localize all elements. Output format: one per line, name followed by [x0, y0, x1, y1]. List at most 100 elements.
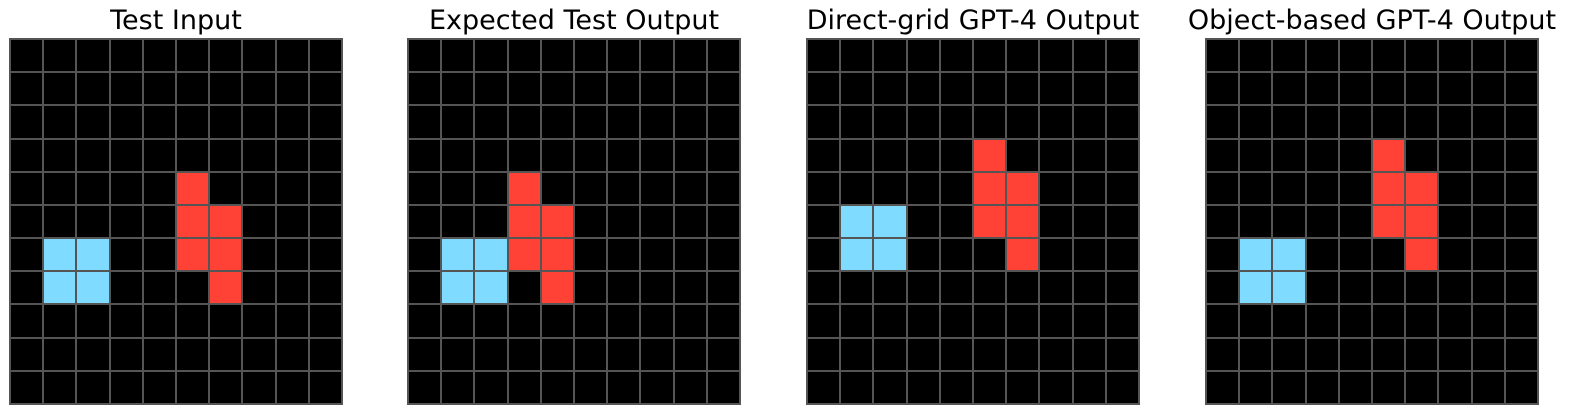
- grid-cell: [807, 238, 841, 272]
- grid-cell: [1239, 72, 1273, 106]
- grid-cell: [1438, 304, 1472, 338]
- grid-cell: [209, 370, 243, 404]
- grid-cell: [441, 304, 475, 338]
- grid-cell: [1006, 337, 1040, 371]
- grid-cell: [1006, 39, 1040, 73]
- grid-cell: [1206, 238, 1240, 272]
- grid-cell: [1239, 238, 1273, 272]
- grid-cell: [1405, 39, 1439, 73]
- grid-cell: [176, 337, 210, 371]
- grid-cell: [574, 271, 608, 305]
- grid-cell: [242, 304, 276, 338]
- grid-cell: [873, 171, 907, 205]
- grid-cell: [1272, 72, 1306, 106]
- grid-cell: [176, 238, 210, 272]
- grid-cell: [1438, 39, 1472, 73]
- grid-cell: [1305, 370, 1339, 404]
- grid-cell: [1338, 238, 1372, 272]
- grid-cell: [939, 171, 973, 205]
- grid-cell: [1338, 271, 1372, 305]
- grid-cell: [1039, 138, 1073, 172]
- grid-cell: [973, 238, 1007, 272]
- grid-cell: [673, 105, 707, 139]
- grid-cell: [242, 204, 276, 239]
- grid-cell: [1105, 204, 1139, 239]
- grid-cell: [1206, 138, 1240, 172]
- grid-cell: [474, 370, 508, 404]
- grid-cell: [873, 238, 907, 272]
- grid-cell: [673, 138, 707, 172]
- grid-cell: [1471, 171, 1505, 205]
- grid-object-based-output: [1205, 38, 1539, 405]
- grid-cell: [209, 304, 243, 338]
- grid-cell: [1039, 370, 1073, 404]
- grid-cell: [209, 337, 243, 371]
- grid-cell: [673, 271, 707, 305]
- grid-cell: [706, 171, 740, 205]
- grid-cell: [209, 39, 243, 73]
- grid-cell: [1372, 39, 1406, 73]
- grid-cell: [540, 204, 574, 239]
- grid-cell: [807, 72, 841, 106]
- grid-cell: [1372, 271, 1406, 305]
- grid-cell: [275, 238, 309, 272]
- grid-cell: [142, 271, 176, 305]
- grid-cell: [176, 271, 210, 305]
- grid-cell: [1338, 39, 1372, 73]
- grid-cell: [1471, 72, 1505, 106]
- grid-cell: [308, 39, 342, 73]
- grid-cell: [1105, 171, 1139, 205]
- grid-cell: [408, 72, 442, 106]
- grid-cell: [474, 39, 508, 73]
- grid-cell: [939, 204, 973, 239]
- grid-cell: [706, 238, 740, 272]
- grid-cell: [939, 337, 973, 371]
- grid-cell: [1272, 304, 1306, 338]
- grid-cell: [1039, 72, 1073, 106]
- grid-cell: [1405, 370, 1439, 404]
- grid-cell: [1006, 238, 1040, 272]
- grid-cell: [906, 72, 940, 106]
- grid-cell: [43, 72, 77, 106]
- grid-cell: [275, 204, 309, 239]
- grid-cell: [1471, 105, 1505, 139]
- grid-cell: [1504, 72, 1538, 106]
- grid-cell: [906, 171, 940, 205]
- grid-cell: [807, 337, 841, 371]
- grid-cell: [574, 337, 608, 371]
- grid-cell: [873, 304, 907, 338]
- grid-cell: [540, 304, 574, 338]
- grid-cell: [408, 39, 442, 73]
- grid-cell: [607, 204, 641, 239]
- grid-cell: [109, 171, 143, 205]
- grid-cell: [873, 138, 907, 172]
- grid-cell: [906, 105, 940, 139]
- grid-cell: [1072, 39, 1106, 73]
- grid-cell: [540, 238, 574, 272]
- grid-cell: [474, 204, 508, 239]
- grid-cell: [1471, 238, 1505, 272]
- grid-cell: [1305, 238, 1339, 272]
- grid-cell: [607, 370, 641, 404]
- grid-cell: [1504, 238, 1538, 272]
- grid-cell: [176, 39, 210, 73]
- grid-cell: [906, 370, 940, 404]
- grid-cell: [1072, 204, 1106, 239]
- grid-cell: [1006, 72, 1040, 106]
- grid-cell: [1105, 238, 1139, 272]
- grid-cell: [973, 39, 1007, 73]
- grid-cell: [1504, 171, 1538, 205]
- grid-cell: [242, 271, 276, 305]
- grid-cell: [1239, 39, 1273, 73]
- grid-cell: [673, 39, 707, 73]
- grid-cell: [308, 105, 342, 139]
- grid-cell: [574, 171, 608, 205]
- grid-cell: [1504, 204, 1538, 239]
- grid-cell: [109, 39, 143, 73]
- grid-cell: [507, 138, 541, 172]
- grid-cell: [275, 370, 309, 404]
- grid-cell: [242, 72, 276, 106]
- panel-expected-output: Expected Test Output: [407, 0, 741, 420]
- grid-cell: [176, 171, 210, 205]
- grid-cell: [1372, 238, 1406, 272]
